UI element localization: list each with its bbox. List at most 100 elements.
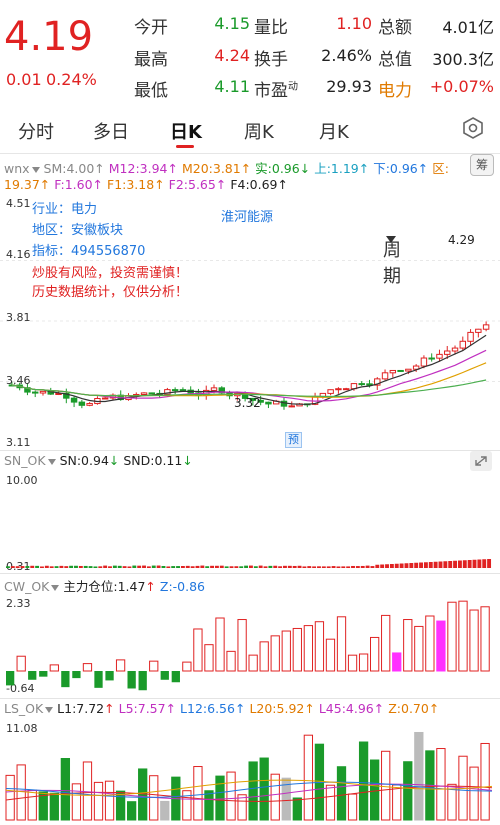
sn-bar [273,565,278,568]
candle-body [70,397,78,403]
cw-bar [94,671,103,688]
sn-indicator-row: SN_OK SN:0.94↓ SND:0.11↓ [4,453,193,468]
ls-bar [403,761,413,821]
sn-bar [229,566,234,568]
sn-bar [83,565,88,568]
cw-bar [403,619,413,672]
price-change: 0.01 [6,70,42,89]
sn-bar [161,566,166,568]
main-axis-label-4: 3.46 [6,374,31,387]
tab-weekly-k[interactable]: 周K [244,122,274,143]
sn-bar [268,565,273,568]
ls-bar [292,797,302,821]
ls-bar [60,758,71,821]
sn-bar [127,566,132,568]
cw-chart[interactable] [0,595,500,697]
info-industry: 行业：电力 [32,202,98,217]
sn-bar [409,563,414,568]
period-dropdown-icon [386,236,396,243]
ls-z-value: Z:0.70 [388,701,429,716]
candle-body [55,392,62,395]
cw-bar [171,671,180,683]
sn-bar [336,566,341,568]
sn-bar [423,562,428,568]
expand-icon[interactable] [470,451,492,471]
sn-bar [224,566,229,568]
sn-bar [278,566,283,568]
candle-body [482,324,490,330]
snd-value: SND:0.11 [123,453,183,468]
sn-bar [180,566,185,568]
cw-bar [6,671,15,686]
sn-bar [419,562,423,568]
open-value: 4.15 [214,14,250,33]
sn-bar [302,566,307,568]
indicator-selector[interactable]: wnx [4,161,40,176]
sn-bar [214,565,219,568]
sn-bar [448,561,453,568]
sn-bar [428,562,433,568]
ls-bar [49,792,59,821]
ls-bar [215,775,225,821]
high-value: 4.24 [214,46,250,65]
sn-bar [244,565,249,568]
sn-bar [443,561,448,568]
sn-chart[interactable] [0,472,500,572]
candle-body [444,350,451,355]
cw-bar [392,652,402,672]
ls-bar [469,766,479,821]
cw-bar [61,671,70,688]
sn-bar [93,566,98,568]
candle-body [405,368,412,372]
tab-daily-k[interactable]: 日K [170,122,202,143]
xia-value: 下:0.96 [373,161,418,176]
sector-change[interactable]: +0.07% [429,77,494,96]
sn-bar [122,566,127,568]
high-price-marker: 4.29 [448,233,475,247]
sector-label[interactable]: 电力 [378,81,412,101]
ls-l45-value: L45:4.96 [318,701,374,716]
sn-bar [253,566,258,568]
sn-bar [142,565,146,568]
sn-bar [292,565,297,568]
tab-monthly-k[interactable]: 月K [319,122,349,143]
sn-indicator-selector[interactable]: SN_OK [4,453,56,468]
qu-label: 区: [432,161,449,176]
sn-bar [88,566,93,568]
ls-chart[interactable] [0,720,500,823]
sn-bar [49,566,54,568]
cw-indicator-selector[interactable]: CW_OK [4,579,60,594]
volume-ratio-value: 1.10 [336,14,372,33]
sn-bar [205,566,210,568]
settings-icon[interactable] [462,117,484,139]
ls-indicator-selector[interactable]: LS_OK [4,701,54,716]
candle-body [327,389,334,394]
cw-bar [193,628,203,672]
candlestick-chart[interactable] [0,195,500,447]
chip-button[interactable]: 筹 [470,154,494,176]
high-label: 最高 [134,50,168,70]
ls-l20-value: L20:5.92 [249,701,305,716]
sn-bar [365,565,370,568]
sn-bar [69,565,74,568]
market-cap-value: 300.3亿 [432,50,494,69]
f1-value: F1:3.18 [107,177,155,192]
ls-l5-value: L5:7.57 [118,701,166,716]
ls-panel-divider [0,698,500,699]
cw-bar [458,600,468,672]
tab-intraday[interactable]: 分时 [18,122,54,143]
cw-bar [314,621,325,672]
candle-body [420,357,428,367]
sn-bar [15,566,20,568]
sn-bar [317,566,321,568]
sn-bar [438,561,443,568]
ls-bar [160,800,170,821]
ls-bar [71,783,82,821]
sn-bar [326,566,331,568]
ls-bar [270,773,280,821]
sn-bar [370,566,375,568]
forecast-badge[interactable]: 预 [285,432,302,448]
cw-bar [425,615,435,672]
tab-multi-day[interactable]: 多日 [93,122,129,143]
candle-body [171,389,179,392]
